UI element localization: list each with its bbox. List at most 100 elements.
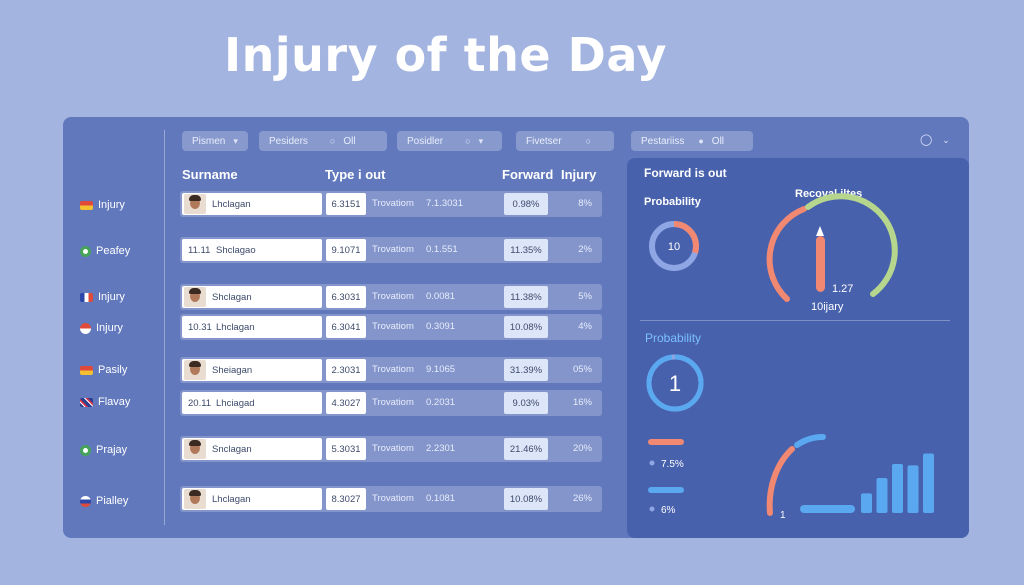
status-text: Trovatiom: [372, 321, 414, 332]
surname: Shclagan: [212, 291, 252, 303]
header-forward[interactable]: Forward: [502, 167, 554, 182]
sidebar-item-label: Flavay: [98, 396, 131, 408]
type-cell: 6.3031: [326, 286, 366, 308]
chevron-down-icon: ▾: [233, 135, 238, 146]
filter-posidler[interactable]: Posidler ○ ▾: [397, 131, 502, 151]
filter-pismen[interactable]: Pismen ▾: [182, 131, 248, 151]
avatar: [184, 489, 206, 509]
surname: Lhclagan: [212, 493, 251, 505]
sidebar-item-pialley[interactable]: Pialley: [80, 493, 128, 509]
gauge-needle: [816, 236, 825, 292]
section-divider: [640, 320, 950, 321]
table-row[interactable]: Shclagan 6.3031 Trovatiom 0.0081 11.38% …: [180, 284, 602, 310]
table-row[interactable]: Lhclagan 6.3151 Trovatiom 7.1.3031 0.98%…: [180, 191, 602, 217]
value-text: 0.3091: [426, 321, 456, 332]
filter-extra: Oll: [711, 135, 725, 147]
probability-label-2: Probability: [645, 331, 702, 345]
flag-icon: [80, 495, 91, 507]
donut-progress: [646, 354, 704, 412]
name-cell: Lhclagan: [182, 488, 322, 510]
table-row[interactable]: 20.11 Lhciagad 4.3027 Trovatiom 0.2031 9…: [180, 390, 602, 416]
surname: Lhclagan: [212, 198, 251, 210]
page-title: Injury of the Day: [224, 28, 667, 82]
table-row[interactable]: 10.31 Lhclagan 6.3041 Trovatiom 0.3091 1…: [180, 314, 602, 340]
flag-icon: [80, 200, 93, 210]
status-text: Trovatiom: [372, 364, 414, 375]
flag-icon: [80, 365, 93, 375]
forward-cell: 0.98%: [504, 193, 548, 215]
row-number: 20.11: [188, 397, 212, 409]
mini-bar-chart: [861, 453, 934, 513]
sidebar-item-injury[interactable]: Injury: [80, 197, 125, 213]
forward-cell: 21.46%: [504, 438, 548, 460]
legend-swatch-orange: [648, 439, 684, 445]
chevron-down-icon[interactable]: ⌄: [942, 135, 950, 145]
type-cell: 4.3027: [326, 392, 366, 414]
value-text: 2.2301: [426, 443, 456, 454]
surname: Lhclagan: [216, 321, 255, 333]
sidebar-item-pasily[interactable]: Pasily: [80, 362, 127, 378]
legend-dot: [649, 460, 655, 466]
injury-cell: 16%: [572, 397, 592, 408]
filter-label: Posidler: [407, 135, 444, 147]
surname: Snclagan: [212, 443, 252, 455]
type-cell: 9.1071: [326, 239, 366, 261]
type-cell: 6.3151: [326, 193, 366, 215]
status-text: Trovatiom: [372, 198, 414, 209]
flag-icon: [80, 322, 91, 334]
sidebar-item-label: Injury: [98, 199, 125, 211]
name-cell: Shclagan: [182, 286, 322, 308]
value-text: 0.2031: [426, 397, 456, 408]
name-cell: 10.31 Lhclagan: [182, 316, 322, 338]
donut-value: 1: [669, 371, 681, 396]
filter-pestariiss[interactable]: Pestariiss ● Oll: [631, 131, 753, 151]
status-text: Trovatiom: [372, 244, 414, 255]
sidebar-item-flavay[interactable]: Flavay: [80, 394, 130, 410]
type-cell: 5.3031: [326, 438, 366, 460]
filter-extra: Oll: [343, 135, 356, 147]
forward-cell: 31.39%: [504, 359, 548, 381]
avatar: [184, 439, 206, 459]
donut-value: 10: [668, 241, 680, 253]
avatar: [184, 194, 206, 214]
header-type[interactable]: Type i out: [325, 167, 386, 182]
sidebar-item-injury-3[interactable]: Injury: [80, 320, 123, 336]
table-row[interactable]: 11.11 Shclagao 9.1071 Trovatiom 0.1.551 …: [180, 237, 602, 263]
user-icon: ●: [698, 136, 704, 146]
sidebar-item-prajay[interactable]: Prajay: [80, 442, 127, 458]
injury-cell: 26%: [572, 493, 592, 504]
arc-segment-orange: [766, 446, 795, 516]
value-text: 0.0081: [426, 291, 456, 302]
table-row[interactable]: Lhclagan 8.3027 Trovatiom 0.1081 10.08% …: [180, 486, 602, 512]
type-cell: 8.3027: [326, 488, 366, 510]
table-row[interactable]: Snclagan 5.3031 Trovatiom 2.2301 21.46% …: [180, 436, 602, 462]
status-text: Trovatiom: [372, 493, 414, 504]
gauge-value: 1.27: [832, 283, 853, 295]
stats-title: Forward is out: [644, 166, 727, 180]
injury-cell: 20%: [572, 443, 592, 454]
header-surname[interactable]: Surname: [182, 167, 238, 182]
injury-cell: 2%: [578, 244, 592, 255]
header-injury[interactable]: Injury: [561, 167, 597, 182]
name-cell: 20.11 Lhciagad: [182, 392, 322, 414]
row-number: 10.31: [188, 321, 212, 333]
filter-fivetser[interactable]: Fivetser ○: [516, 131, 614, 151]
settings-icon[interactable]: ◯: [920, 134, 933, 146]
injury-cell: 05%: [572, 364, 592, 375]
gauge-arc-red: [766, 206, 807, 302]
value-text: 0.1.551: [426, 244, 458, 255]
gauge-pointer-icon: [816, 226, 824, 236]
value-text: 0.1081: [426, 493, 456, 504]
value-text: 9.1065: [426, 364, 456, 375]
legend-swatch-blue: [648, 487, 684, 493]
sidebar-item-peafey[interactable]: Peafey: [80, 243, 130, 259]
gauge-arc-green: [805, 193, 898, 297]
table-row[interactable]: Sheiagan 2.3031 Trovatiom 9.1065 31.39% …: [180, 357, 602, 383]
filter-label: Fivetser: [526, 135, 562, 147]
lock-icon: ○: [465, 136, 471, 146]
name-cell: Lhclagan: [182, 193, 322, 215]
filter-pesiders[interactable]: Pesiders ○ Oll: [259, 131, 387, 151]
sidebar-item-injury-2[interactable]: Injury: [80, 289, 125, 305]
status-text: Trovatiom: [372, 291, 414, 302]
sidebar-item-label: Pialley: [96, 495, 129, 507]
